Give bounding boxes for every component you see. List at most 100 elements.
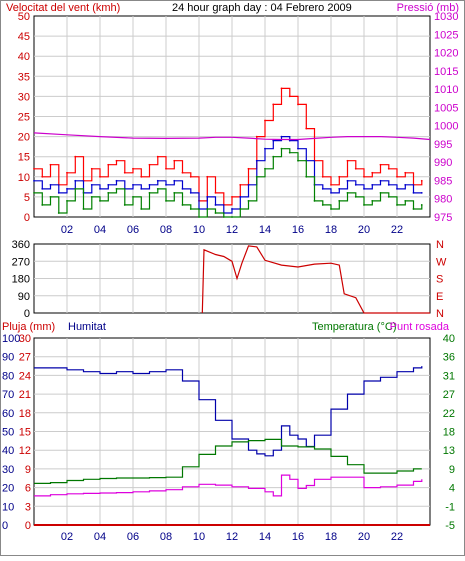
wind-speed-point	[288, 95, 291, 98]
wind-gust-point	[173, 191, 176, 194]
wind-gust-point	[354, 196, 357, 198]
direction-compass-label: S	[436, 274, 443, 286]
x-tick-label: 10	[193, 531, 205, 543]
humidity-y-tick-label: 60	[2, 408, 14, 420]
wind-gust-point	[214, 212, 217, 214]
wind-gust-point	[404, 200, 407, 202]
direction-compass-label: W	[436, 256, 447, 268]
x-tick-label: 16	[292, 224, 304, 236]
x-tick-label: 06	[127, 224, 139, 236]
wind-avg-point	[173, 179, 176, 182]
wind-avg-point	[387, 183, 390, 186]
temperature-y-tick-label: 18	[443, 427, 455, 439]
wind-avg-point	[231, 208, 233, 210]
wind-gust-point	[140, 208, 143, 210]
x-tick-label: 12	[226, 224, 238, 236]
wind-avg-point	[49, 183, 52, 186]
wind-avg-point	[280, 135, 283, 138]
wind-speed-point	[354, 167, 357, 170]
wind-speed-point	[305, 127, 308, 130]
wind-y-tick-label: 10	[18, 172, 30, 184]
wind-gust-point	[206, 208, 209, 210]
wind-gust-point	[288, 151, 291, 154]
wind-speed-point	[297, 103, 299, 106]
wind-speed-point	[363, 175, 365, 178]
rain-axis-title: Pluja (mm)	[2, 321, 55, 333]
wind-avg-point	[41, 187, 44, 190]
wind-gust-point	[165, 200, 167, 202]
wind-avg-point	[338, 187, 341, 190]
wind-y-tick-label: 35	[18, 71, 30, 83]
pressure-y-tick-label: 1025	[434, 29, 458, 41]
wind-gust-point	[231, 216, 233, 218]
wind-avg-point	[189, 191, 192, 194]
wind-speed-point	[247, 167, 250, 170]
wind-speed-point	[239, 183, 242, 186]
wind-avg-point	[420, 191, 423, 194]
wind-gust-point	[420, 204, 423, 206]
rain-y-tick-label: 18	[19, 408, 31, 420]
x-tick-label: 14	[259, 531, 271, 543]
wind-y-tick-label: 25	[18, 112, 30, 124]
wind-speed-point	[181, 171, 184, 174]
wind-speed-point	[330, 183, 332, 186]
wind-gust-point	[148, 191, 151, 194]
rain-y-tick-label: 27	[19, 352, 31, 364]
wind-avg-point	[132, 183, 134, 186]
humidity-y-tick-label: 80	[2, 370, 14, 382]
pressure-y-tick-label: 1010	[434, 84, 458, 96]
rain-y-tick-label: 9	[25, 464, 31, 476]
wind-avg-point	[297, 147, 299, 150]
wind-speed-point	[272, 103, 275, 106]
rain-y-tick-label: 0	[25, 520, 31, 532]
wind-avg-point	[321, 187, 324, 190]
temperature-y-tick-label: 36	[443, 352, 455, 364]
wind-speed-point	[107, 163, 110, 166]
pressure-y-tick-label: 975	[434, 212, 452, 224]
wind-gust-point	[330, 208, 332, 210]
pressure-y-tick-label: 1000	[434, 121, 458, 133]
wind-gust-point	[387, 196, 390, 198]
wind-gust-point	[264, 167, 266, 170]
wind-speed-point	[99, 175, 101, 178]
wind-y-tick-label: 20	[18, 132, 30, 144]
wind-speed-point	[379, 163, 382, 166]
direction-degree-label: 180	[12, 274, 30, 286]
humidity-y-tick-label: 70	[2, 389, 14, 401]
wind-avg-point	[239, 196, 242, 198]
wind-speed-point	[387, 167, 390, 170]
wind-y-tick-label: 0	[24, 212, 30, 224]
wind-gust-point	[297, 159, 299, 162]
wind-speed-point	[41, 175, 44, 178]
humidity-y-tick-label: 100	[2, 333, 20, 345]
wind-gust-point	[222, 216, 225, 218]
rain-y-tick-label: 3	[25, 501, 31, 513]
x-tick-label: 06	[127, 531, 139, 543]
wind-y-tick-label: 45	[18, 31, 30, 43]
wind-speed-point	[49, 163, 52, 166]
wind-gust-point	[371, 200, 374, 202]
wind-gust-point	[255, 175, 258, 178]
wind-avg-point	[156, 179, 159, 182]
pressure-axis-title: Pressió (mb)	[397, 2, 459, 14]
wind-avg-line	[34, 136, 422, 214]
wind-gust-point	[99, 200, 101, 202]
wind-direction-line	[201, 245, 430, 314]
wind-avg-point	[247, 183, 250, 186]
pressure-y-tick-label: 980	[434, 194, 452, 206]
wind-gust-point	[363, 204, 365, 206]
temperature-y-tick-label: 13	[443, 445, 455, 457]
humidity-y-tick-label: 30	[2, 464, 14, 476]
wind-speed-point	[396, 175, 398, 178]
direction-compass-label: N	[436, 308, 444, 320]
wind-gust-point	[123, 204, 126, 206]
pressure-y-tick-label: 1015	[434, 66, 458, 78]
direction-degree-label: 0	[24, 308, 30, 320]
pressure-y-tick-label: 1030	[434, 11, 458, 23]
chart-title: 24 hour graph day : 04 Febrero 2009	[172, 2, 352, 14]
wind-panel: 0510152025303540455097598098599099510001…	[18, 11, 459, 236]
temperature-y-tick-label: 4	[449, 483, 455, 495]
humidity-y-tick-label: 40	[2, 445, 14, 457]
wind-avg-point	[264, 147, 266, 150]
direction-compass-label: E	[436, 291, 443, 303]
